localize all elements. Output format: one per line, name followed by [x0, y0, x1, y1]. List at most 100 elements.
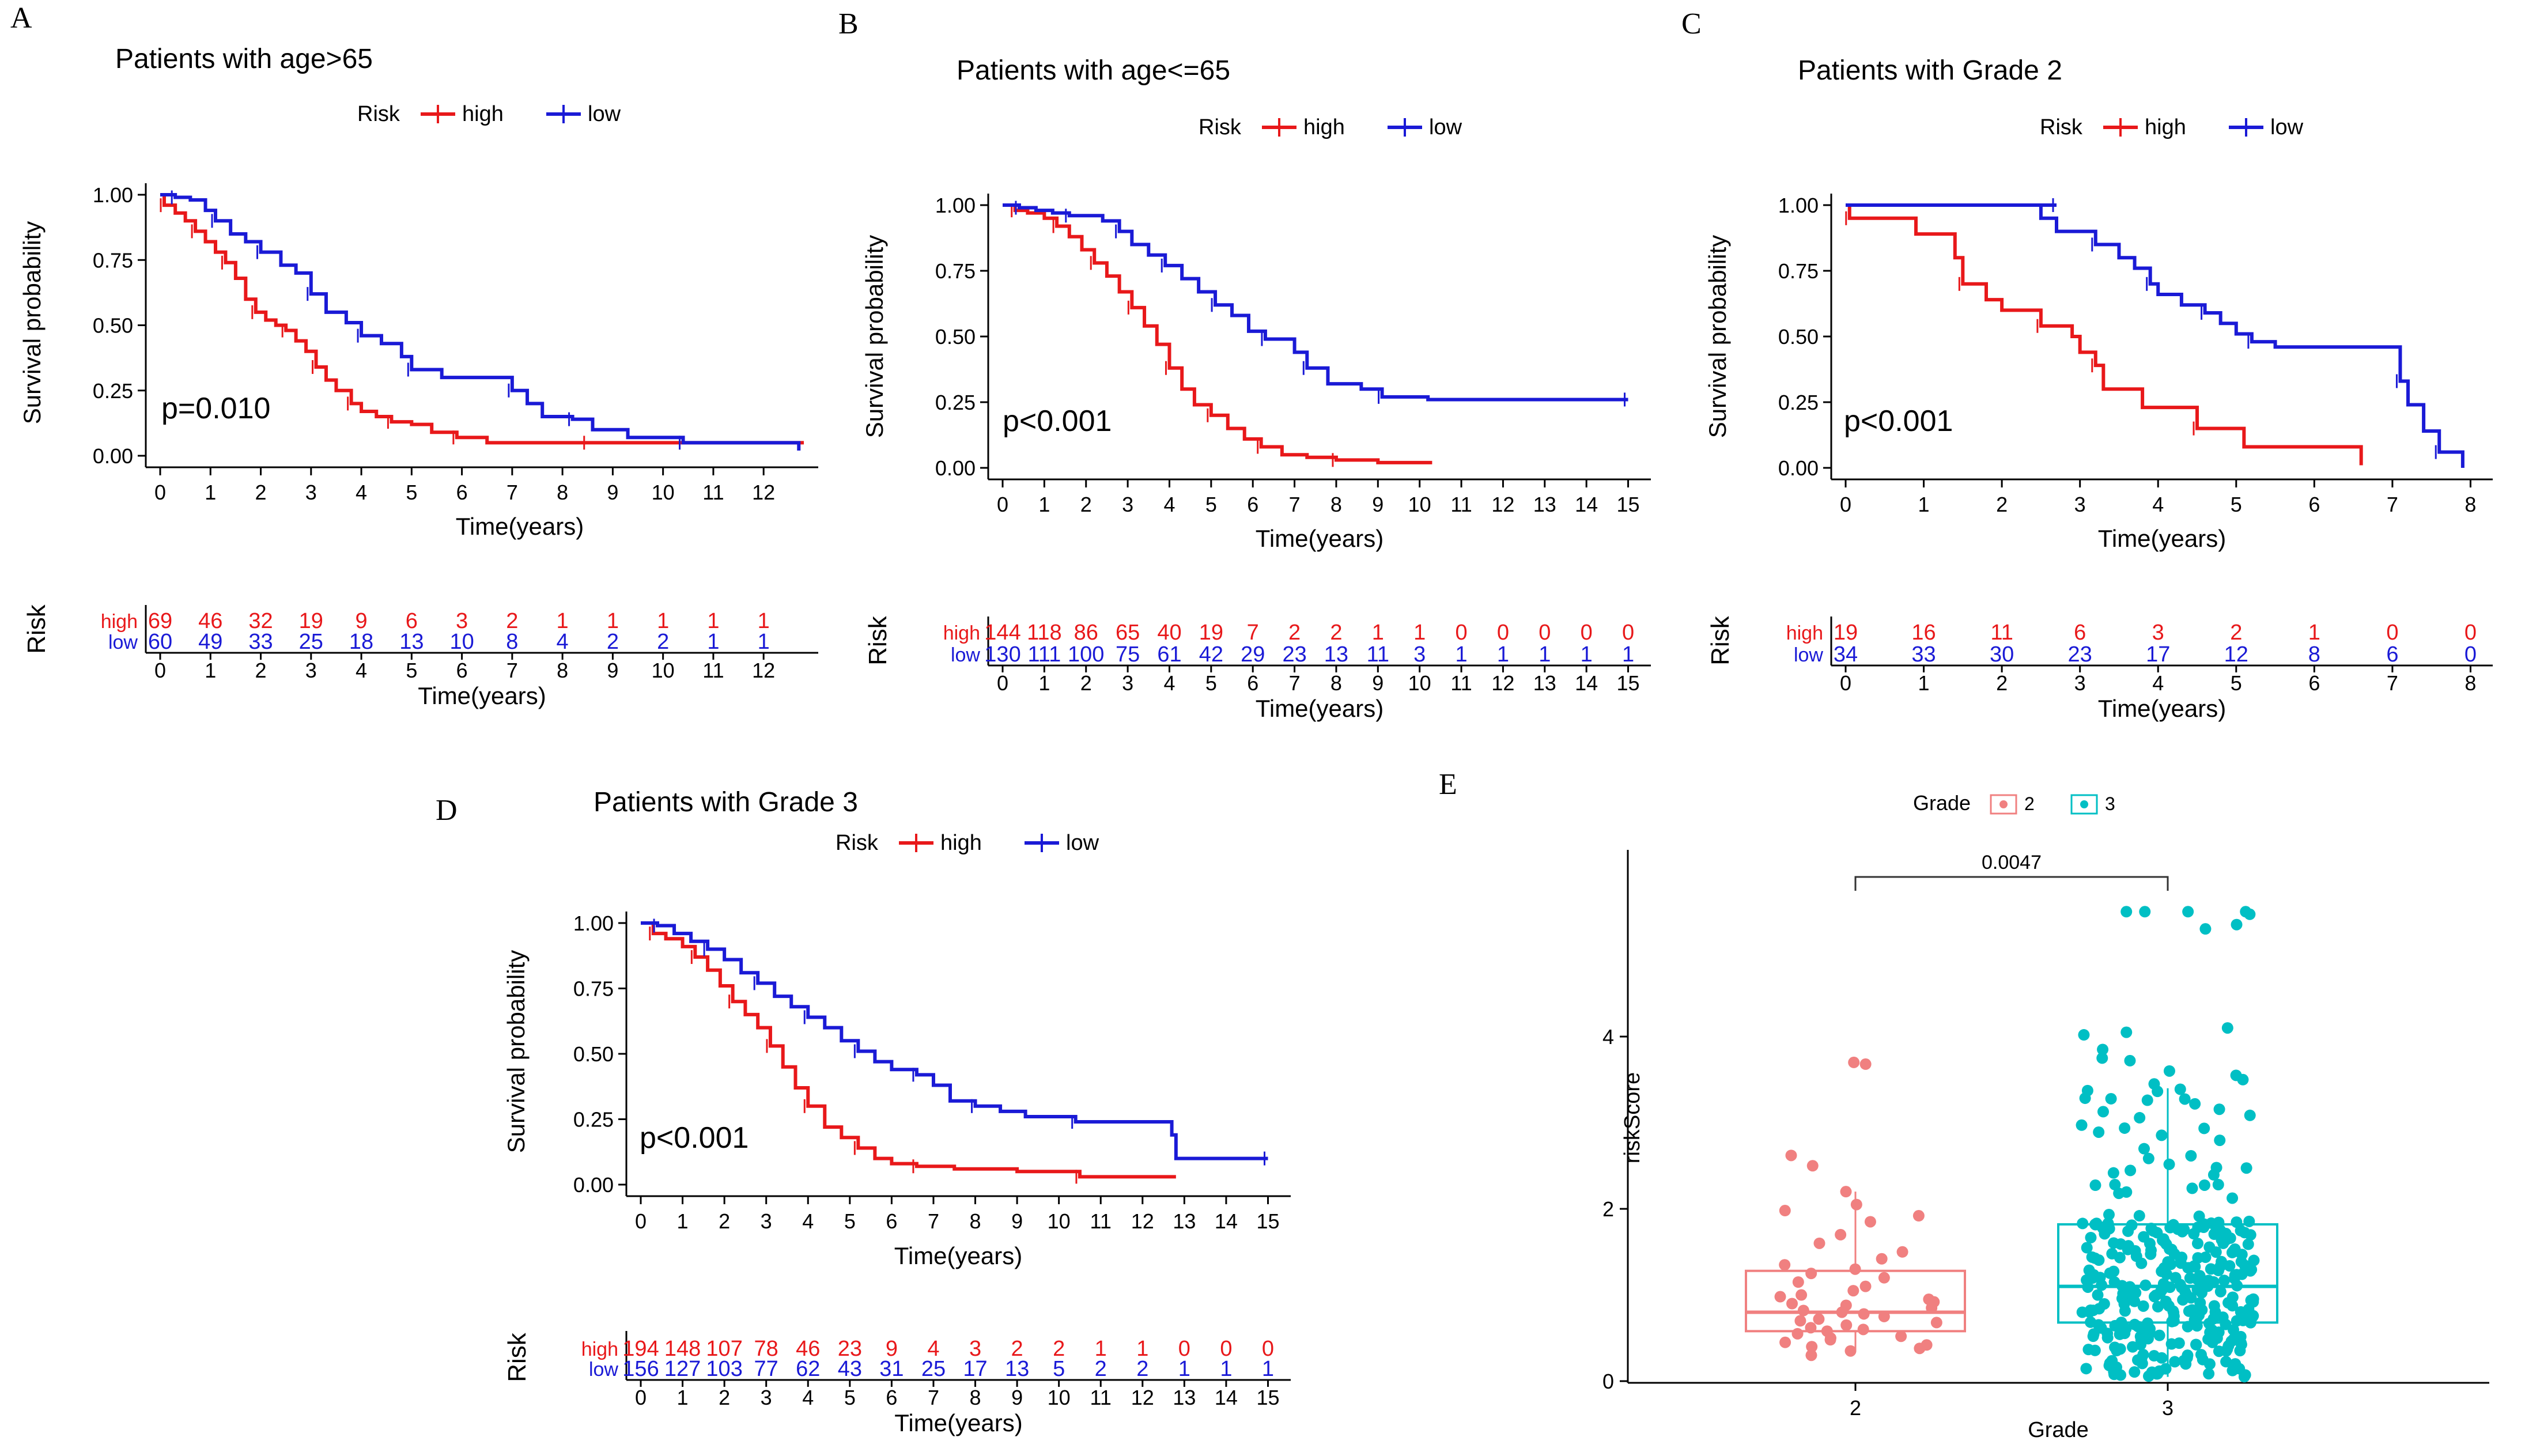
risk-count-low: 10: [449, 630, 474, 654]
panel-letter: C: [1681, 7, 1702, 40]
data-point-grade3: [2078, 1029, 2090, 1041]
data-point-grade3: [2168, 1248, 2180, 1260]
data-point-grade3: [2105, 1092, 2117, 1105]
risk-count-low: 77: [754, 1357, 778, 1381]
risk-count-low: 1: [1497, 642, 1509, 667]
y-tick-label: 4: [1602, 1025, 1614, 1049]
data-point-grade2: [1859, 1058, 1872, 1070]
risk-x-tick-label: 12: [1131, 1386, 1154, 1409]
risk-count-high: 1: [557, 609, 569, 633]
legend: Risk high low: [836, 831, 1099, 855]
risk-count-high: 148: [664, 1337, 701, 1361]
x-tick-label: 9: [1011, 1209, 1023, 1233]
x-tick-label: 0: [1840, 493, 1851, 516]
risk-x-tick-label: 2: [1996, 671, 2008, 695]
p-value: p<0.001: [1844, 404, 1953, 438]
risk-x-tick-label: 1: [205, 659, 216, 682]
risk-table-label: Risk: [503, 1332, 531, 1382]
risk-count-high: 2: [2230, 621, 2242, 645]
data-point-grade3: [2126, 1219, 2138, 1231]
risk-x-tick-label: 10: [1048, 1386, 1071, 1409]
data-point-grade2: [1914, 1342, 1926, 1355]
data-point-grade3: [2235, 1306, 2247, 1318]
boxplot-panel-e: E Grade 2 3 0 2 4 2 3 Grade riskScore 0.0047: [1439, 768, 2489, 1442]
risk-x-tick-label: 7: [928, 1386, 939, 1409]
risk-count-high: 6: [2074, 621, 2086, 645]
risk-count-low: 1: [1581, 642, 1593, 667]
x-tick-label: 13: [1533, 493, 1556, 516]
data-point-grade3: [2195, 1349, 2207, 1361]
risk-count-high: 0: [1622, 621, 1634, 645]
data-point-grade3: [2156, 1352, 2168, 1364]
data-point-grade3: [2191, 1238, 2203, 1250]
data-point-grade3: [2129, 1318, 2141, 1330]
risk-x-tick-label: 6: [2308, 671, 2320, 695]
data-point-grade2: [1794, 1315, 1806, 1327]
data-point-grade3: [2089, 1252, 2101, 1264]
data-point-grade3: [2231, 918, 2243, 931]
risk-count-low: 1: [707, 630, 719, 654]
data-point-grade3: [2085, 1231, 2097, 1243]
risk-count-low: 61: [1157, 642, 1181, 667]
x-tick-label: 7: [1289, 493, 1301, 516]
survival-curve-high: [1003, 203, 1432, 464]
data-point-grade3: [2220, 1345, 2232, 1357]
x-tick-label: 1: [205, 481, 216, 504]
data-point-grade3: [2191, 1273, 2203, 1285]
data-point-grade3: [2168, 1310, 2180, 1322]
risk-count-low: 2: [607, 630, 619, 654]
data-point-grade3: [2148, 1078, 2160, 1090]
risk-count-low: 62: [796, 1357, 820, 1381]
data-point-grade3: [2124, 1054, 2136, 1067]
data-point-grade3: [2169, 1356, 2181, 1368]
data-point-grade3: [2198, 1179, 2210, 1191]
data-point-grade3: [2189, 1098, 2201, 1110]
data-point-grade2: [1930, 1317, 1942, 1329]
risk-count-high: 16: [1911, 621, 1936, 645]
risk-x-tick-label: 3: [761, 1386, 772, 1409]
data-point-grade3: [2164, 1281, 2176, 1294]
risk-count-high: 32: [248, 609, 273, 633]
data-point-grade3: [2115, 1317, 2127, 1329]
data-point-grade2: [1835, 1228, 1847, 1241]
risk-count-high: 144: [984, 621, 1020, 645]
data-point-grade3: [2134, 1111, 2146, 1124]
panel-letter: D: [436, 794, 458, 827]
data-point-grade2: [1878, 1272, 1890, 1284]
data-point-grade2: [1797, 1304, 1809, 1317]
y-tick-label: 0.00: [1778, 456, 1819, 480]
x-tick-label: 1: [1038, 493, 1050, 516]
legend-label-3: 3: [2105, 793, 2115, 814]
data-point-grade2: [1878, 1310, 1890, 1322]
x-tick-label: 7: [2387, 493, 2398, 516]
risk-count-low: 0: [2464, 642, 2477, 667]
panel-letter: B: [838, 7, 859, 40]
risk-x-tick-label: 13: [1173, 1386, 1196, 1409]
data-point-grade3: [2174, 1083, 2186, 1095]
risk-count-high: 19: [299, 609, 323, 633]
data-point-grade2: [1806, 1160, 1819, 1172]
legend-title: Risk: [357, 102, 400, 126]
data-point-grade3: [2117, 1288, 2129, 1300]
data-point-grade3: [2097, 1043, 2109, 1056]
risk-x-tick-label: 7: [1289, 671, 1301, 695]
risk-row-label-high: high: [581, 1338, 618, 1360]
x-tick-label: 4: [2152, 493, 2164, 516]
data-point-grade2: [1836, 1306, 1848, 1318]
data-point-grade3: [2085, 1272, 2097, 1284]
data-point-grade3: [2093, 1126, 2105, 1138]
data-point-grade2: [1813, 1313, 1825, 1325]
data-point-grade3: [2208, 1300, 2220, 1312]
y-tick-label: 0.75: [573, 977, 614, 1001]
x-tick-label: 4: [802, 1209, 814, 1233]
risk-count-low: 43: [838, 1357, 862, 1381]
data-point-grade3: [2140, 1279, 2152, 1291]
data-point-grade2: [1849, 1263, 1861, 1275]
x-tick-label: 10: [1048, 1209, 1071, 1233]
risk-count-low: 1: [1622, 642, 1634, 667]
x-tick-label: 5: [844, 1209, 856, 1233]
data-point-grade3: [2104, 1357, 2116, 1370]
risk-count-high: 19: [1199, 621, 1223, 645]
